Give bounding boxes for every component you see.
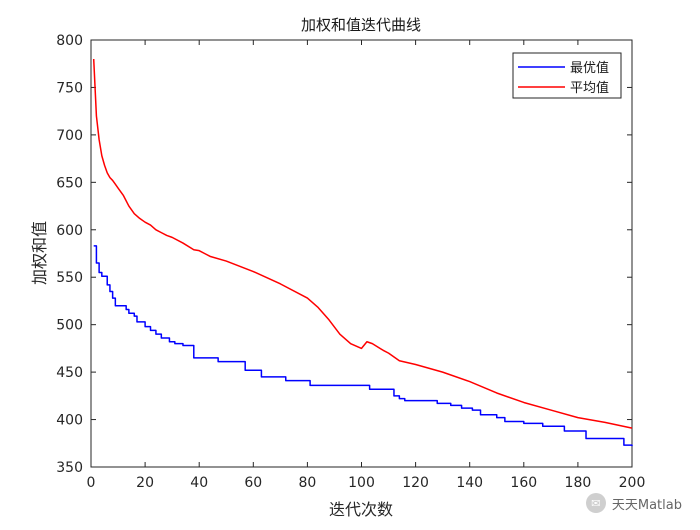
y-tick-label: 500 xyxy=(56,318,83,334)
x-tick-label: 180 xyxy=(565,475,592,491)
x-tick-label: 120 xyxy=(402,475,429,491)
y-axis-label: 加权和值 xyxy=(30,221,49,285)
x-tick-label: 140 xyxy=(456,475,483,491)
x-tick-label: 200 xyxy=(619,475,646,491)
ticks-layer: 0 20 40 60 80 100 120 140 160 180 200 350 400 450 500 5… xyxy=(56,33,645,491)
x-axis-label: 迭代次数 xyxy=(329,500,393,519)
x-tick-label: 80 xyxy=(298,475,316,491)
y-tick-label: 650 xyxy=(56,175,83,191)
x-tick-label: 60 xyxy=(244,475,262,491)
y-tick-label: 600 xyxy=(56,223,83,239)
legend-label-average: 平均值 xyxy=(570,80,609,96)
chart-title: 加权和值迭代曲线 xyxy=(301,16,421,34)
y-tick-label: 450 xyxy=(56,365,83,381)
legend: 最优值 平均值 xyxy=(512,52,622,99)
watermark-text: 天天Matlab xyxy=(611,497,682,513)
x-tick-label: 40 xyxy=(190,475,208,491)
x-tick-label: 20 xyxy=(136,475,154,491)
watermark: ✉ 天天Matlab xyxy=(585,493,682,513)
x-tick-label: 100 xyxy=(348,475,375,491)
legend-box xyxy=(512,52,622,99)
series-line-best xyxy=(93,245,633,447)
y-tick-label: 550 xyxy=(56,270,83,286)
legend-label-best: 最优值 xyxy=(570,60,609,76)
wechat-icon: ✉ xyxy=(585,493,606,513)
y-tick-label: 750 xyxy=(56,80,83,96)
y-tick-label: 350 xyxy=(56,460,83,476)
y-tick-label: 700 xyxy=(56,128,83,144)
x-tick-label: 0 xyxy=(87,475,96,491)
series-line-average xyxy=(92,58,633,429)
x-tick-label: 160 xyxy=(510,475,537,491)
series-layer xyxy=(92,58,633,447)
y-tick-label: 400 xyxy=(56,413,83,429)
y-tick-label: 800 xyxy=(56,33,83,49)
plot-area xyxy=(90,39,633,468)
